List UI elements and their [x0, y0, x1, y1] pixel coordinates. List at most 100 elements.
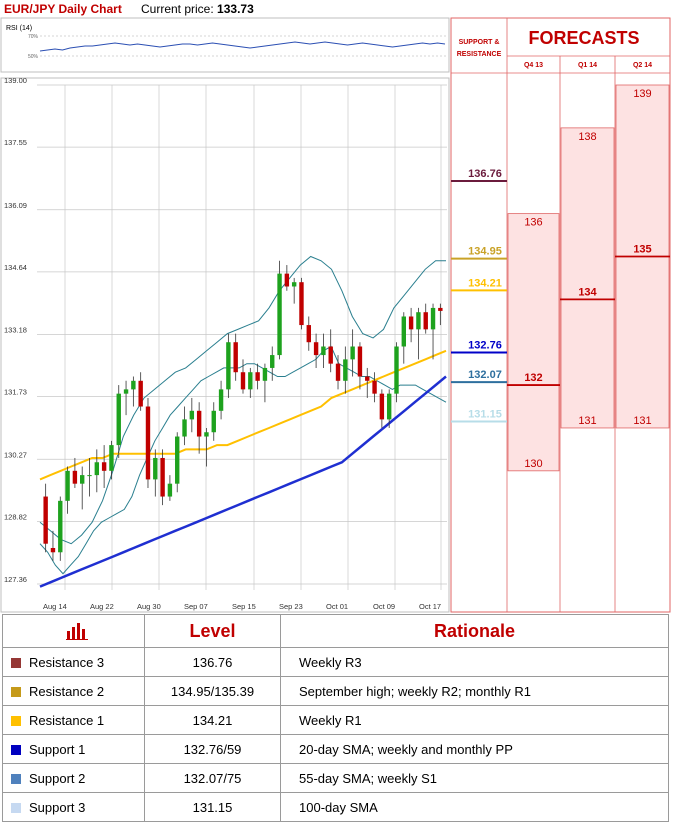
forecasts-title: FORECASTS	[528, 28, 639, 48]
candle-body	[123, 389, 129, 394]
level-name: Support 2	[29, 771, 86, 787]
candle-body	[306, 325, 311, 343]
candle-body	[328, 346, 333, 364]
level-color-swatch	[11, 686, 21, 697]
candle-body	[153, 457, 158, 480]
candle-body	[408, 316, 414, 330]
candle-body	[291, 282, 297, 287]
x-tick-label: Aug 30	[137, 602, 161, 611]
forecast-high-label: 136	[524, 217, 542, 229]
candle-body	[416, 312, 421, 330]
sr-level-label: 134.21	[468, 277, 502, 289]
x-tick-label: Oct 17	[419, 602, 441, 611]
candle-body	[65, 470, 70, 501]
sma100-line	[39, 375, 447, 588]
candle-body	[284, 273, 290, 287]
sr-level-label: 131.15	[468, 409, 502, 421]
candle-body	[101, 462, 107, 471]
forecast-range	[560, 127, 615, 429]
level-value: 136.76	[144, 647, 281, 677]
forecast-mid-label: 134	[578, 286, 597, 298]
candle-body	[357, 346, 363, 377]
candle-body	[87, 475, 92, 477]
level-value: 134.21	[144, 705, 281, 735]
candle-body	[182, 419, 187, 437]
candle-body	[394, 346, 399, 394]
candle-body	[270, 355, 275, 368]
table-row: Resistance 3 136.76 Weekly R3	[2, 647, 669, 677]
table-row: Support 3 131.15 100-day SMA	[2, 792, 669, 822]
x-tick-label: Aug 22	[90, 602, 114, 611]
candle-body	[423, 312, 428, 330]
level-color-swatch	[11, 773, 21, 784]
table-row: Support 1 132.76/59 20-day SMA; weekly and…	[2, 734, 669, 764]
x-tick-label: Oct 01	[326, 602, 348, 611]
candle-body	[94, 462, 100, 476]
level-rationale: 20-day SMA; weekly and monthly PP	[280, 734, 669, 764]
candle-body	[372, 380, 377, 394]
candle-body	[138, 380, 143, 407]
bollinger-upper-line	[39, 255, 446, 545]
forecast-quarter-label: Q2 14	[633, 62, 652, 69]
candle-body	[379, 393, 385, 420]
candle-body	[299, 282, 304, 326]
level-rationale: Weekly R1	[280, 705, 669, 735]
forecast-quarter-label: Q4 13	[524, 62, 543, 69]
candle-body	[218, 389, 224, 411]
candle-body	[335, 363, 341, 381]
level-color-swatch	[11, 657, 21, 668]
sr-level-label: 134.95	[468, 246, 502, 258]
rsi-line	[39, 41, 446, 52]
candle-body	[167, 483, 173, 497]
candle-body	[350, 346, 355, 360]
rsi-tick-label: 50%	[28, 54, 39, 60]
rsi-label: RSI (14)	[6, 25, 32, 32]
chart-header: EUR/JPY Daily Chart Current price: 133.7…	[0, 0, 450, 18]
table-row: Support 2 132.07/75 55-day SMA; weekly S1	[2, 763, 669, 793]
level-rationale: September high; weekly R2; monthly R1	[280, 676, 669, 706]
level-name-cell: Support 1	[2, 734, 145, 764]
level-name-cell: Support 2	[2, 763, 145, 793]
x-tick-label: Sep 15	[232, 602, 256, 611]
forecast-high-label: 138	[578, 131, 596, 143]
level-rationale: Weekly R3	[280, 647, 669, 677]
x-tick-label: Oct 09	[373, 602, 395, 611]
y-tick-label: 131.73	[4, 388, 27, 397]
level-rationale: 100-day SMA	[280, 792, 669, 822]
candle-body	[321, 346, 326, 356]
candle-body	[386, 393, 392, 420]
chart-title: EUR/JPY Daily Chart	[4, 2, 122, 16]
candle-body	[211, 410, 216, 433]
candle-body	[131, 380, 136, 390]
candle-body	[50, 547, 56, 553]
y-tick-label: 136.09	[4, 201, 27, 210]
candle-body	[430, 307, 436, 330]
x-tick-label: Sep 07	[184, 602, 208, 611]
sr-title: RESISTANCE	[457, 51, 502, 58]
rationale-header: Rationale	[280, 614, 669, 648]
level-value: 134.95/135.39	[144, 676, 281, 706]
eurjpy-chart: RSI (14) 70% 50% 139.00 137.55 136.09 134.64 13…	[0, 17, 671, 613]
sma20-line	[39, 349, 447, 481]
candle-body	[262, 367, 268, 381]
level-value: 131.15	[144, 792, 281, 822]
sr-level-label: 132.76	[468, 340, 502, 352]
forecast-mid-label: 135	[633, 243, 651, 255]
candle-body	[189, 410, 195, 420]
candle-body	[240, 372, 246, 390]
candle-body	[438, 307, 443, 311]
sr-title: SUPPORT &	[459, 39, 500, 46]
level-name-cell: Resistance 3	[2, 647, 145, 677]
y-tick-label: 128.82	[4, 512, 27, 521]
level-header: Level	[144, 614, 281, 648]
level-name-cell: Resistance 1	[2, 705, 145, 735]
candle-body	[233, 342, 238, 373]
level-name-cell: Support 3	[2, 792, 145, 822]
candle-body	[204, 432, 209, 437]
current-price-value: 133.73	[217, 2, 254, 16]
forecast-quarter-label: Q1 14	[578, 62, 597, 69]
candle-body	[365, 376, 370, 381]
candle-body	[175, 436, 180, 484]
current-price-label: Current price:	[141, 2, 214, 16]
x-tick-label: Aug 14	[43, 602, 67, 611]
